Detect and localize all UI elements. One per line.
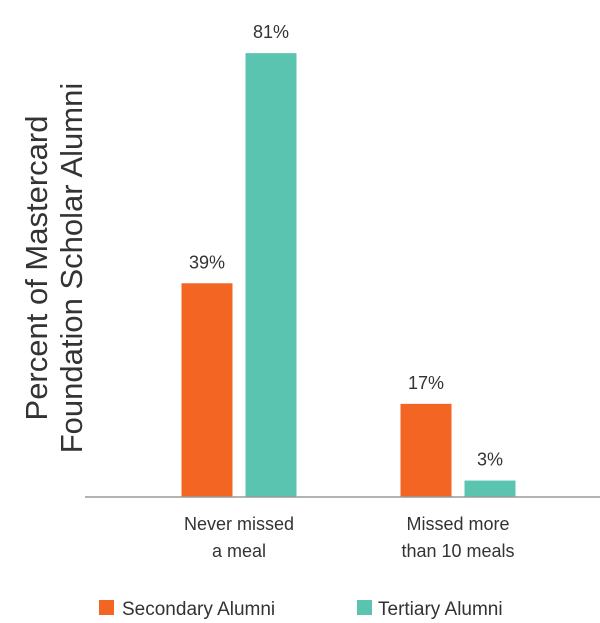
category-label-missed-more-line-1: Missed more — [406, 514, 509, 534]
data-label-secondary-1: 39% — [189, 252, 225, 272]
legend-swatch-secondary — [99, 600, 114, 615]
bar-secondary-2 — [400, 403, 452, 497]
category-label-never-missed-line-2: a meal — [212, 541, 266, 561]
data-label-tertiary-2: 3% — [477, 450, 503, 470]
category-label-never-missed-line-1: Never missed — [184, 514, 294, 534]
data-labels-group: 39% 17% 81% 3% — [189, 22, 503, 469]
legend-label-secondary: Secondary Alumni — [122, 599, 275, 620]
bars-group — [181, 53, 516, 498]
bar-secondary-1 — [181, 283, 233, 497]
legend: Secondary Alumni Tertiary Alumni — [99, 599, 503, 620]
data-label-tertiary-1: 81% — [253, 22, 289, 42]
legend-label-tertiary: Tertiary Alumni — [378, 599, 503, 620]
y-axis-title: Percent of Mastercard Foundation Scholar… — [19, 83, 89, 454]
y-axis-title-line-2: Foundation Scholar Alumni — [54, 83, 89, 454]
bar-tertiary-2 — [464, 480, 516, 497]
category-label-never-missed: Never missed a meal — [184, 514, 294, 561]
bar-tertiary-1 — [245, 53, 297, 498]
category-label-missed-more-line-2: than 10 meals — [401, 541, 514, 561]
data-label-secondary-2: 17% — [408, 373, 444, 393]
category-label-missed-more: Missed more than 10 meals — [401, 514, 514, 561]
legend-swatch-tertiary — [357, 600, 372, 615]
y-axis-title-line-1: Percent of Mastercard — [19, 116, 54, 421]
